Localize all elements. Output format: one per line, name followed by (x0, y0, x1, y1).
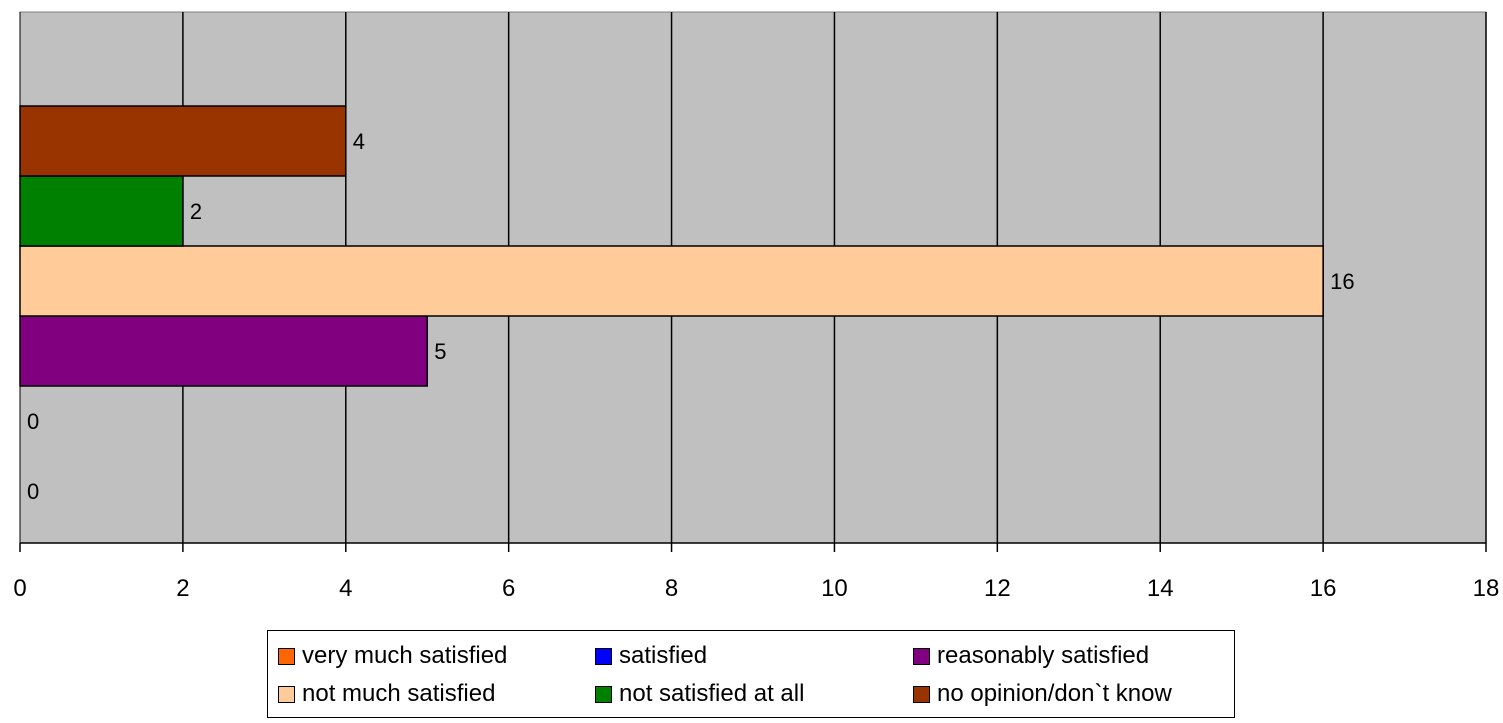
legend-label: not much satisfied (302, 680, 496, 707)
x-tick-label: 6 (502, 575, 515, 602)
data-label: 0 (27, 479, 39, 504)
legend-label: satisfied (619, 642, 708, 669)
x-tick-label: 10 (821, 575, 848, 602)
data-label: 5 (434, 339, 446, 364)
legend-swatch (595, 647, 612, 665)
x-tick-label: 16 (1310, 575, 1337, 602)
data-label: 0 (27, 409, 39, 434)
bar-chart: 0 0 5 16 2 4 0 2 4 6 8 10 12 14 16 18 (13, 11, 1500, 602)
legend-item: very much satisfied (278, 641, 507, 671)
legend-label: reasonably satisfied (937, 642, 1150, 669)
data-label: 2 (190, 199, 202, 224)
legend-label: very much satisfied (302, 642, 508, 669)
legend-swatch (913, 647, 930, 665)
x-tick-label: 18 (1473, 575, 1500, 602)
x-tick-label: 8 (665, 575, 678, 602)
legend-swatch (595, 685, 612, 703)
x-tick-label: 0 (13, 575, 26, 602)
chart-legend: very much satisfied satisfied reasonably… (267, 630, 1235, 718)
x-tick-label: 12 (984, 575, 1011, 602)
legend-item: satisfied (595, 641, 707, 671)
legend-item: not satisfied at all (595, 679, 804, 709)
legend-label: not satisfied at all (619, 680, 805, 707)
legend-item: no opinion/don`t know (913, 679, 1172, 709)
legend-item: reasonably satisfied (913, 641, 1149, 671)
bar (19, 315, 428, 387)
bar (19, 105, 347, 177)
data-label: 16 (1330, 269, 1354, 294)
x-tick-label: 14 (1147, 575, 1174, 602)
x-tick-label: 2 (176, 575, 189, 602)
bar (19, 245, 1324, 317)
bar (19, 175, 184, 247)
legend-label: no opinion/don`t know (937, 680, 1172, 707)
data-label: 4 (353, 129, 365, 154)
x-tick-label: 4 (339, 575, 352, 602)
legend-swatch (278, 647, 295, 665)
legend-item: not much satisfied (278, 679, 495, 709)
legend-swatch (278, 685, 295, 703)
legend-swatch (913, 685, 930, 703)
